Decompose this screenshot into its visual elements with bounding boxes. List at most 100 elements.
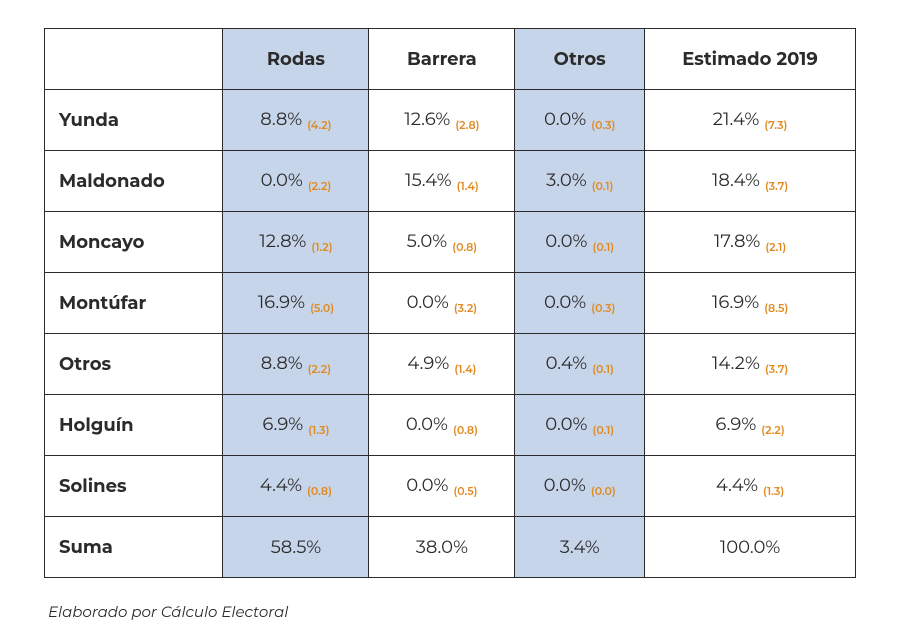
- cell-value: 0.0%: [406, 413, 448, 435]
- cell-value: 0.0%: [406, 474, 448, 496]
- cell-value: 3.0%: [546, 169, 587, 191]
- table-row: Montúfar16.9% (5.0)0.0% (3.2)0.0% (0.3)1…: [45, 273, 856, 334]
- cell: 21.4% (7.3): [645, 90, 856, 151]
- cell-value: 0.0%: [261, 169, 303, 191]
- cell: 6.9% (2.2): [645, 395, 856, 456]
- cell-value: 6.9%: [262, 413, 303, 435]
- cell-subvalue: (0.3): [586, 118, 615, 132]
- cell-subvalue: (0.8): [302, 484, 332, 498]
- cell-value: 0.0%: [544, 291, 586, 313]
- cell-value: 0.0%: [545, 413, 587, 435]
- cell-subvalue: (0.0): [586, 484, 616, 498]
- cell: 16.9% (5.0): [223, 273, 369, 334]
- cell-subvalue: (7.3): [759, 118, 787, 132]
- table-row: Solines4.4% (0.8)0.0% (0.5)0.0% (0.0)4.4…: [45, 456, 856, 517]
- cell: 6.9% (1.3): [223, 395, 369, 456]
- table-row: Yunda8.8% (4.2)12.6% (2.8)0.0% (0.3)21.4…: [45, 90, 856, 151]
- sum-cell: 100.0%: [645, 517, 856, 578]
- cell-value: 16.9%: [258, 291, 305, 313]
- cell-subvalue: (2.8): [450, 118, 479, 132]
- cell-subvalue: (0.1): [587, 362, 614, 376]
- cell-value: 0.0%: [545, 230, 587, 252]
- cell: 18.4% (3.7): [645, 151, 856, 212]
- cell-subvalue: (2.2): [756, 423, 784, 437]
- cell: 14.2% (3.7): [645, 334, 856, 395]
- cell-value: 8.8%: [260, 108, 302, 130]
- sum-value: 3.4%: [560, 536, 600, 558]
- cell-subvalue: (0.1): [587, 423, 614, 437]
- row-label: Montúfar: [45, 273, 223, 334]
- cell-value: 0.0%: [544, 108, 586, 130]
- cell: 12.8% (1.2): [223, 212, 369, 273]
- cell: 4.9% (1.4): [369, 334, 515, 395]
- sum-value: 38.0%: [416, 536, 468, 558]
- row-label: Solines: [45, 456, 223, 517]
- row-label: Maldonado: [45, 151, 223, 212]
- electoral-table: Rodas Barrera Otros Estimado 2019 Yunda8…: [44, 28, 856, 578]
- cell-value: 12.6%: [404, 108, 450, 130]
- cell: 0.4% (0.1): [515, 334, 645, 395]
- cell-value: 6.9%: [715, 413, 756, 435]
- row-label: Holguín: [45, 395, 223, 456]
- cell-subvalue: (3.7): [760, 179, 788, 193]
- cell-subvalue: (2.2): [303, 362, 331, 376]
- cell-value: 14.2%: [712, 352, 760, 374]
- cell-subvalue: (0.8): [447, 240, 477, 254]
- cell-subvalue: (1.4): [452, 179, 479, 193]
- cell-subvalue: (5.0): [305, 301, 334, 315]
- cell: 12.6% (2.8): [369, 90, 515, 151]
- sum-value: 58.5%: [271, 536, 322, 558]
- cell-value: 0.0%: [407, 291, 449, 313]
- cell-subvalue: (1.2): [306, 240, 332, 254]
- table-row: Maldonado0.0% (2.2)15.4% (1.4)3.0% (0.1)…: [45, 151, 856, 212]
- cell-subvalue: (0.1): [587, 179, 614, 193]
- cell: 16.9% (8.5): [645, 273, 856, 334]
- sum-row: Suma 58.5% 38.0% 3.4% 100.0%: [45, 517, 856, 578]
- sum-cell: 38.0%: [369, 517, 515, 578]
- cell-value: 12.8%: [259, 230, 306, 252]
- cell-value: 8.8%: [261, 352, 303, 374]
- cell: 0.0% (0.1): [515, 212, 645, 273]
- cell-value: 4.4%: [716, 474, 758, 496]
- cell-subvalue: (1.3): [303, 423, 329, 437]
- cell: 0.0% (0.3): [515, 273, 645, 334]
- cell-value: 0.0%: [544, 474, 586, 496]
- row-label: Yunda: [45, 90, 223, 151]
- row-label: Otros: [45, 334, 223, 395]
- sum-cell: 3.4%: [515, 517, 645, 578]
- sum-cell: 58.5%: [223, 517, 369, 578]
- cell: 0.0% (0.8): [369, 395, 515, 456]
- cell-value: 16.9%: [712, 291, 759, 313]
- header-barrera: Barrera: [369, 29, 515, 90]
- cell: 8.8% (2.2): [223, 334, 369, 395]
- cell-subvalue: (1.4): [449, 362, 476, 376]
- cell: 3.0% (0.1): [515, 151, 645, 212]
- cell-subvalue: (4.2): [302, 118, 331, 132]
- cell: 0.0% (0.1): [515, 395, 645, 456]
- table-row: Moncayo12.8% (1.2)5.0% (0.8)0.0% (0.1)17…: [45, 212, 856, 273]
- header-row: Rodas Barrera Otros Estimado 2019: [45, 29, 856, 90]
- cell-subvalue: (3.2): [449, 301, 477, 315]
- cell-subvalue: (8.5): [759, 301, 788, 315]
- sum-value: 100.0%: [720, 536, 781, 558]
- cell-subvalue: (0.8): [448, 423, 478, 437]
- header-empty: [45, 29, 223, 90]
- cell: 17.8% (2.1): [645, 212, 856, 273]
- cell-subvalue: (0.3): [586, 301, 615, 315]
- sum-label: Suma: [45, 517, 223, 578]
- cell: 0.0% (3.2): [369, 273, 515, 334]
- cell-subvalue: (0.5): [448, 484, 477, 498]
- header-estimado: Estimado 2019: [645, 29, 856, 90]
- cell-subvalue: (1.3): [758, 484, 784, 498]
- cell-subvalue: (2.2): [303, 179, 331, 193]
- cell-value: 4.9%: [407, 352, 449, 374]
- header-rodas: Rodas: [223, 29, 369, 90]
- cell-value: 18.4%: [712, 169, 760, 191]
- cell-value: 4.4%: [260, 474, 302, 496]
- cell-value: 5.0%: [407, 230, 448, 252]
- cell-subvalue: (0.1): [587, 240, 614, 254]
- cell: 8.8% (4.2): [223, 90, 369, 151]
- cell: 4.4% (1.3): [645, 456, 856, 517]
- cell: 4.4% (0.8): [223, 456, 369, 517]
- footnote: Elaborado por Cálculo Electoral: [44, 602, 856, 621]
